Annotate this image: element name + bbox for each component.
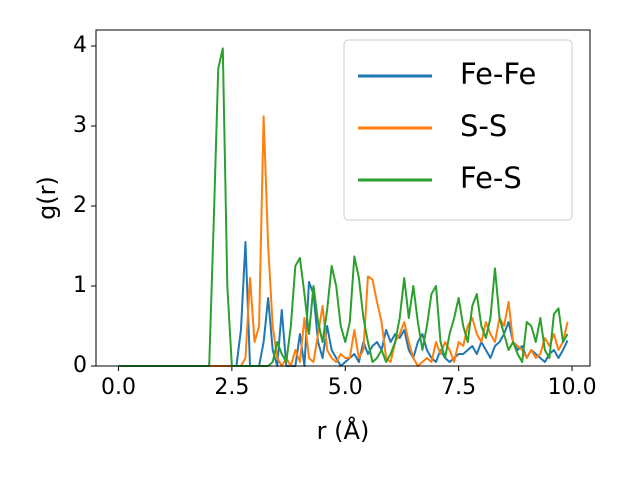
- legend-label: S-S: [460, 109, 507, 143]
- y-tick-label: 4: [73, 33, 87, 58]
- legend-label: Fe-Fe: [460, 57, 536, 91]
- y-tick-label: 0: [73, 353, 87, 378]
- x-tick-label: 7.5: [441, 375, 476, 400]
- plot-frame: [95, 29, 591, 367]
- x-tick-label: 10.0: [548, 375, 597, 400]
- data-line: [118, 241, 569, 367]
- x-tick-label: 5.0: [328, 375, 363, 400]
- y-tick-label: 1: [73, 273, 87, 298]
- legend-box: [343, 39, 573, 221]
- x-tick-label: 2.5: [214, 375, 249, 400]
- y-tick-label: 2: [73, 193, 87, 218]
- y-axis-label: g(r): [33, 176, 61, 220]
- x-axis-label: r (Å): [317, 416, 370, 445]
- x-tick-label: 0.0: [101, 375, 136, 400]
- legend-label: Fe-S: [460, 161, 522, 195]
- y-tick-label: 3: [73, 113, 87, 138]
